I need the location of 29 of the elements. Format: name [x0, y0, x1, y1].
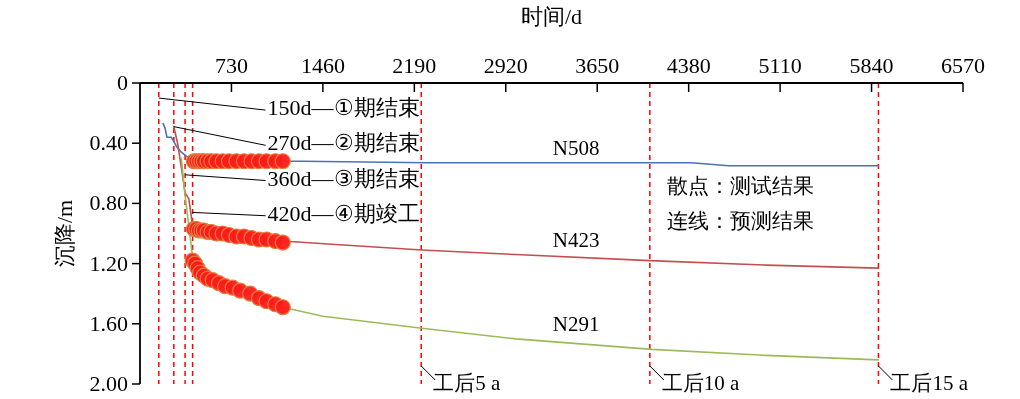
series-label: N291	[552, 311, 600, 336]
x-tick-label: 6570	[941, 53, 985, 78]
x-tick-label: 5840	[849, 53, 894, 78]
ref-line-label: 工后15 a	[890, 371, 969, 395]
y-tick-label: 0	[117, 70, 128, 95]
y-tick-label: 1.20	[89, 250, 128, 276]
ref-line-label: 工后5 a	[433, 371, 501, 395]
x-axis-title: 时间/d	[520, 4, 583, 29]
x-tick-label: 3650	[575, 53, 620, 78]
annotation: 420d—④期竣工	[267, 200, 420, 226]
y-tick-label: 0.40	[89, 130, 128, 156]
x-tick-label: 1460	[300, 53, 345, 78]
y-tick-label: 2.00	[89, 371, 128, 396]
annotation: 散点：测试结果	[666, 174, 814, 199]
series-label: N508	[552, 135, 600, 160]
annotation: 270d—②期结束	[267, 130, 420, 156]
annotation: 150d—①期结束	[267, 95, 420, 121]
y-tick-label: 0.80	[89, 190, 128, 216]
annotation: 连线：预测结果	[666, 208, 814, 233]
x-tick-label: 5110	[758, 53, 802, 78]
y-axis-title: 沉降/m	[52, 199, 77, 268]
x-tick-label: 2920	[483, 53, 528, 78]
series-label: N423	[552, 227, 600, 252]
ref-line-label: 工后10 a	[661, 371, 741, 395]
x-tick-label: 4380	[666, 53, 711, 78]
x-tick-label: 2190	[392, 53, 437, 78]
y-tick-label: 1.60	[89, 310, 128, 336]
annotation: 360d—③期结束	[267, 165, 420, 191]
x-tick-label: 730	[214, 53, 248, 78]
